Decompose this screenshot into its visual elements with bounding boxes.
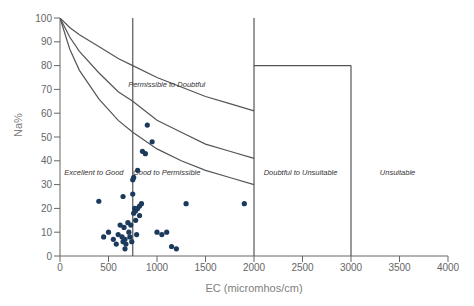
svg-text:Unsuitable: Unsuitable <box>380 168 415 177</box>
svg-text:30: 30 <box>41 179 53 190</box>
svg-text:2500: 2500 <box>291 262 314 273</box>
svg-text:100: 100 <box>35 13 52 24</box>
svg-text:3500: 3500 <box>388 262 411 273</box>
svg-text:0: 0 <box>57 262 63 273</box>
svg-text:Good to Permissible: Good to Permissible <box>133 168 201 177</box>
svg-text:1500: 1500 <box>194 262 217 273</box>
svg-text:20: 20 <box>41 203 53 214</box>
svg-text:70: 70 <box>41 84 53 95</box>
svg-text:1000: 1000 <box>146 262 169 273</box>
svg-text:90: 90 <box>41 36 53 47</box>
svg-text:500: 500 <box>100 262 117 273</box>
svg-text:Permissible to Doubtful: Permissible to Doubtful <box>128 80 205 89</box>
svg-text:EC (micromhos/cm): EC (micromhos/cm) <box>205 282 302 294</box>
svg-text:2000: 2000 <box>243 262 266 273</box>
svg-text:10: 10 <box>41 227 53 238</box>
svg-text:80: 80 <box>41 60 53 71</box>
svg-text:Na%: Na% <box>12 113 24 137</box>
svg-text:3000: 3000 <box>340 262 363 273</box>
svg-text:Excellent to Good: Excellent to Good <box>64 168 124 177</box>
svg-text:40: 40 <box>41 155 53 166</box>
svg-text:4000: 4000 <box>437 262 460 273</box>
svg-text:50: 50 <box>41 132 53 143</box>
svg-text:0: 0 <box>46 251 52 262</box>
svg-text:Doubtful to Unsuitable: Doubtful to Unsuitable <box>264 168 338 177</box>
svg-text:60: 60 <box>41 108 53 119</box>
